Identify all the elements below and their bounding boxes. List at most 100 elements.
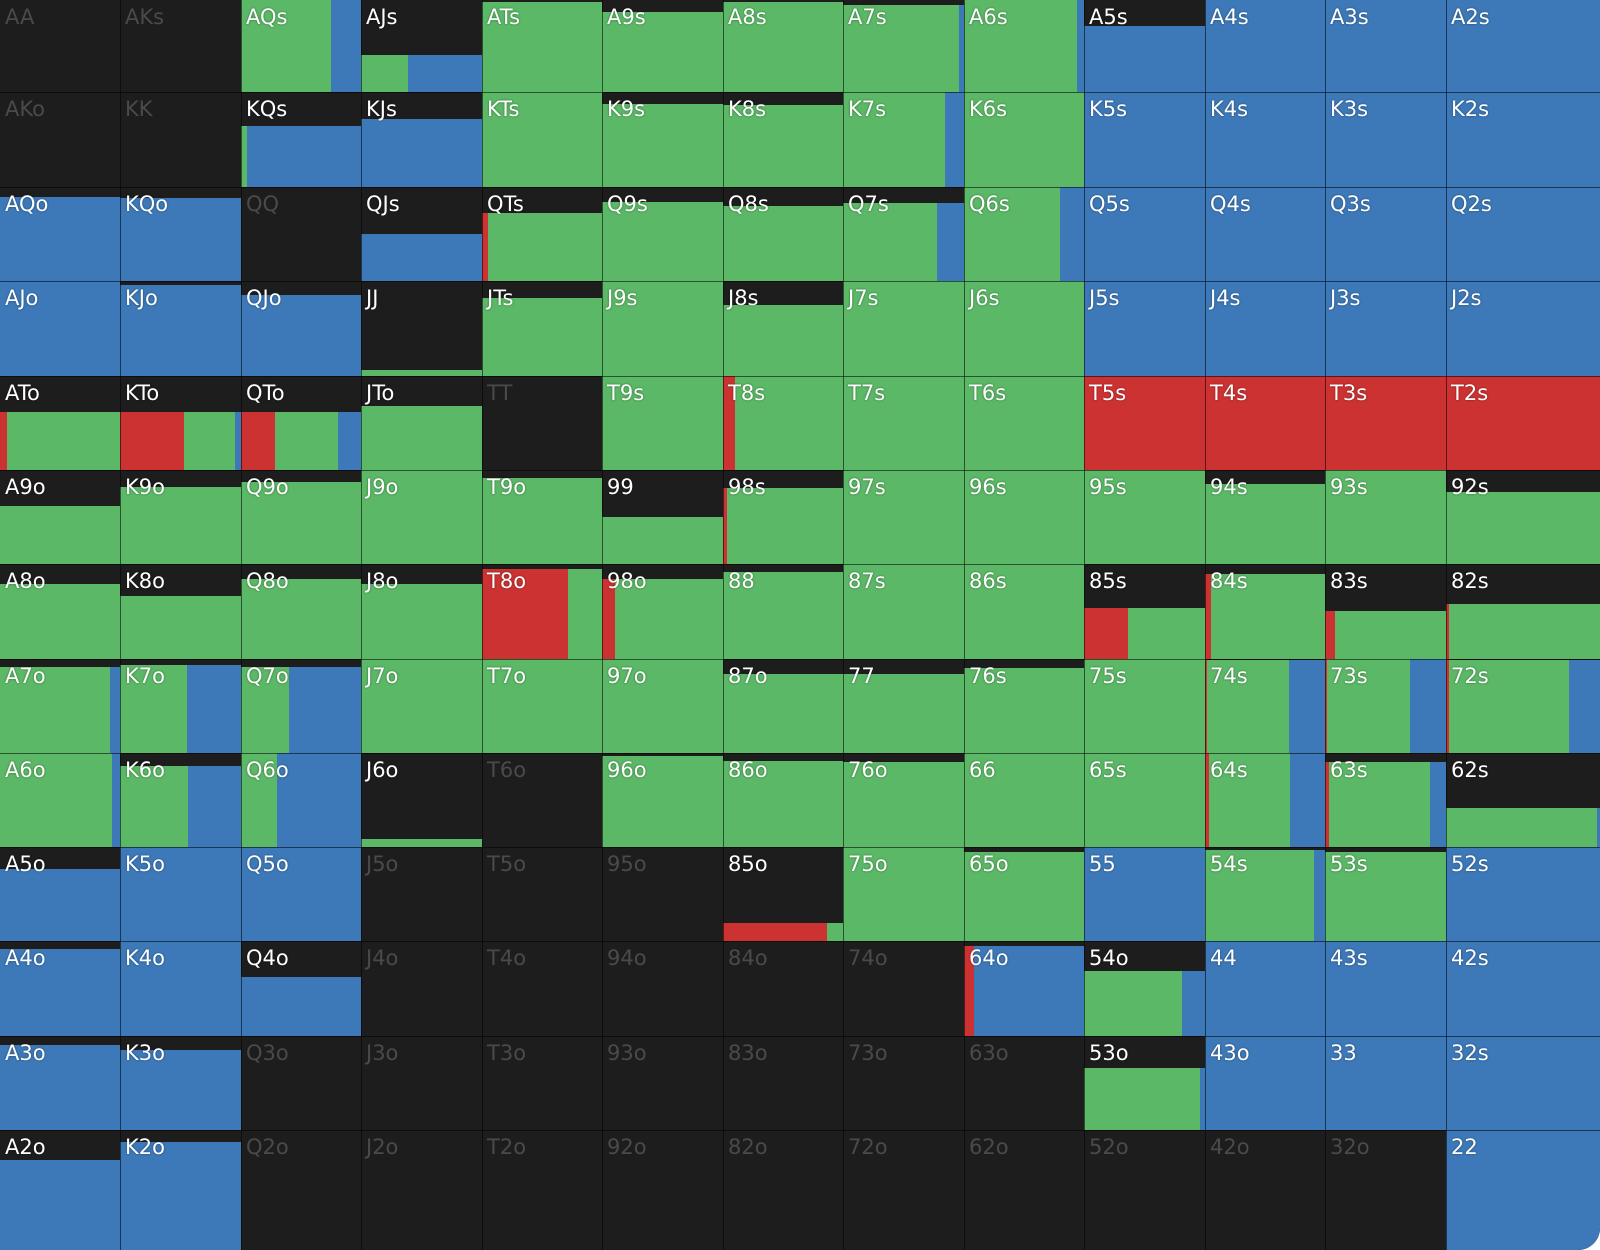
hand-cell-A6o[interactable]: A6o — [0, 753, 120, 847]
hand-cell-97o[interactable]: 97o — [602, 659, 723, 753]
hand-cell-66[interactable]: 66 — [964, 753, 1084, 847]
hand-cell-87s[interactable]: 87s — [843, 564, 964, 659]
hand-cell-A4o[interactable]: A4o — [0, 941, 120, 1036]
hand-cell-J9o[interactable]: J9o — [361, 470, 482, 564]
hand-cell-K4s[interactable]: K4s — [1205, 92, 1325, 187]
hand-cell-QJs[interactable]: QJs — [361, 187, 482, 281]
hand-cell-K7s[interactable]: K7s — [843, 92, 964, 187]
hand-cell-65o[interactable]: 65o — [964, 847, 1084, 941]
hand-cell-JTs[interactable]: JTs — [482, 281, 602, 376]
hand-cell-64o[interactable]: 64o — [964, 941, 1084, 1036]
hand-cell-A5o[interactable]: A5o — [0, 847, 120, 941]
hand-cell-AKs[interactable]: AKs — [120, 0, 241, 92]
hand-cell-A8s[interactable]: A8s — [723, 0, 843, 92]
hand-cell-K5o[interactable]: K5o — [120, 847, 241, 941]
hand-cell-ATo[interactable]: ATo — [0, 376, 120, 470]
hand-cell-Q6s[interactable]: Q6s — [964, 187, 1084, 281]
hand-cell-J7o[interactable]: J7o — [361, 659, 482, 753]
hand-cell-T5o[interactable]: T5o — [482, 847, 602, 941]
hand-cell-KJs[interactable]: KJs — [361, 92, 482, 187]
hand-cell-Q3s[interactable]: Q3s — [1325, 187, 1446, 281]
hand-cell-A3o[interactable]: A3o — [0, 1036, 120, 1130]
hand-cell-Q7o[interactable]: Q7o — [241, 659, 361, 753]
hand-cell-A7o[interactable]: A7o — [0, 659, 120, 753]
hand-cell-A2s[interactable]: A2s — [1446, 0, 1600, 92]
hand-cell-83o[interactable]: 83o — [723, 1036, 843, 1130]
hand-cell-AA[interactable]: AA — [0, 0, 120, 92]
hand-cell-82s[interactable]: 82s — [1446, 564, 1600, 659]
hand-cell-A4s[interactable]: A4s — [1205, 0, 1325, 92]
hand-cell-Q4s[interactable]: Q4s — [1205, 187, 1325, 281]
hand-cell-JJ[interactable]: JJ — [361, 281, 482, 376]
hand-cell-A8o[interactable]: A8o — [0, 564, 120, 659]
hand-cell-TT[interactable]: TT — [482, 376, 602, 470]
hand-cell-KJo[interactable]: KJo — [120, 281, 241, 376]
hand-cell-72s[interactable]: 72s — [1446, 659, 1600, 753]
hand-cell-42s[interactable]: 42s — [1446, 941, 1600, 1036]
hand-cell-A2o[interactable]: A2o — [0, 1130, 120, 1250]
hand-cell-T9s[interactable]: T9s — [602, 376, 723, 470]
hand-cell-43s[interactable]: 43s — [1325, 941, 1446, 1036]
hand-cell-44[interactable]: 44 — [1205, 941, 1325, 1036]
hand-cell-43o[interactable]: 43o — [1205, 1036, 1325, 1130]
hand-cell-93s[interactable]: 93s — [1325, 470, 1446, 564]
hand-cell-J2s[interactable]: J2s — [1446, 281, 1600, 376]
hand-cell-Q8s[interactable]: Q8s — [723, 187, 843, 281]
hand-cell-98s[interactable]: 98s — [723, 470, 843, 564]
hand-cell-QQ[interactable]: QQ — [241, 187, 361, 281]
hand-cell-86s[interactable]: 86s — [964, 564, 1084, 659]
hand-cell-75s[interactable]: 75s — [1084, 659, 1205, 753]
hand-cell-54o[interactable]: 54o — [1084, 941, 1205, 1036]
hand-cell-76s[interactable]: 76s — [964, 659, 1084, 753]
hand-cell-77[interactable]: 77 — [843, 659, 964, 753]
hand-cell-22[interactable]: 22 — [1446, 1130, 1600, 1250]
hand-cell-KQs[interactable]: KQs — [241, 92, 361, 187]
hand-cell-84s[interactable]: 84s — [1205, 564, 1325, 659]
hand-cell-J6o[interactable]: J6o — [361, 753, 482, 847]
hand-cell-T7s[interactable]: T7s — [843, 376, 964, 470]
hand-cell-K6o[interactable]: K6o — [120, 753, 241, 847]
hand-cell-99[interactable]: 99 — [602, 470, 723, 564]
hand-cell-T7o[interactable]: T7o — [482, 659, 602, 753]
hand-cell-93o[interactable]: 93o — [602, 1036, 723, 1130]
hand-cell-J3o[interactable]: J3o — [361, 1036, 482, 1130]
hand-cell-62o[interactable]: 62o — [964, 1130, 1084, 1250]
hand-cell-73s[interactable]: 73s — [1325, 659, 1446, 753]
hand-cell-KTo[interactable]: KTo — [120, 376, 241, 470]
hand-cell-T8s[interactable]: T8s — [723, 376, 843, 470]
hand-cell-ATs[interactable]: ATs — [482, 0, 602, 92]
hand-cell-74o[interactable]: 74o — [843, 941, 964, 1036]
hand-cell-96s[interactable]: 96s — [964, 470, 1084, 564]
hand-cell-73o[interactable]: 73o — [843, 1036, 964, 1130]
hand-cell-Q7s[interactable]: Q7s — [843, 187, 964, 281]
hand-cell-92o[interactable]: 92o — [602, 1130, 723, 1250]
hand-cell-AQs[interactable]: AQs — [241, 0, 361, 92]
hand-cell-J8o[interactable]: J8o — [361, 564, 482, 659]
hand-cell-KTs[interactable]: KTs — [482, 92, 602, 187]
hand-cell-KK[interactable]: KK — [120, 92, 241, 187]
hand-cell-76o[interactable]: 76o — [843, 753, 964, 847]
hand-cell-T5s[interactable]: T5s — [1084, 376, 1205, 470]
hand-cell-K6s[interactable]: K6s — [964, 92, 1084, 187]
hand-cell-T8o[interactable]: T8o — [482, 564, 602, 659]
hand-cell-64s[interactable]: 64s — [1205, 753, 1325, 847]
hand-cell-Q2o[interactable]: Q2o — [241, 1130, 361, 1250]
hand-cell-K3s[interactable]: K3s — [1325, 92, 1446, 187]
hand-cell-94o[interactable]: 94o — [602, 941, 723, 1036]
hand-cell-54s[interactable]: 54s — [1205, 847, 1325, 941]
hand-cell-62s[interactable]: 62s — [1446, 753, 1600, 847]
hand-cell-T2o[interactable]: T2o — [482, 1130, 602, 1250]
hand-cell-A6s[interactable]: A6s — [964, 0, 1084, 92]
hand-cell-52o[interactable]: 52o — [1084, 1130, 1205, 1250]
hand-cell-T3o[interactable]: T3o — [482, 1036, 602, 1130]
hand-cell-85s[interactable]: 85s — [1084, 564, 1205, 659]
hand-cell-K5s[interactable]: K5s — [1084, 92, 1205, 187]
hand-cell-84o[interactable]: 84o — [723, 941, 843, 1036]
hand-cell-52s[interactable]: 52s — [1446, 847, 1600, 941]
hand-cell-94s[interactable]: 94s — [1205, 470, 1325, 564]
hand-cell-Q8o[interactable]: Q8o — [241, 564, 361, 659]
hand-cell-J4s[interactable]: J4s — [1205, 281, 1325, 376]
hand-cell-33[interactable]: 33 — [1325, 1036, 1446, 1130]
hand-cell-QJo[interactable]: QJo — [241, 281, 361, 376]
hand-cell-K9o[interactable]: K9o — [120, 470, 241, 564]
